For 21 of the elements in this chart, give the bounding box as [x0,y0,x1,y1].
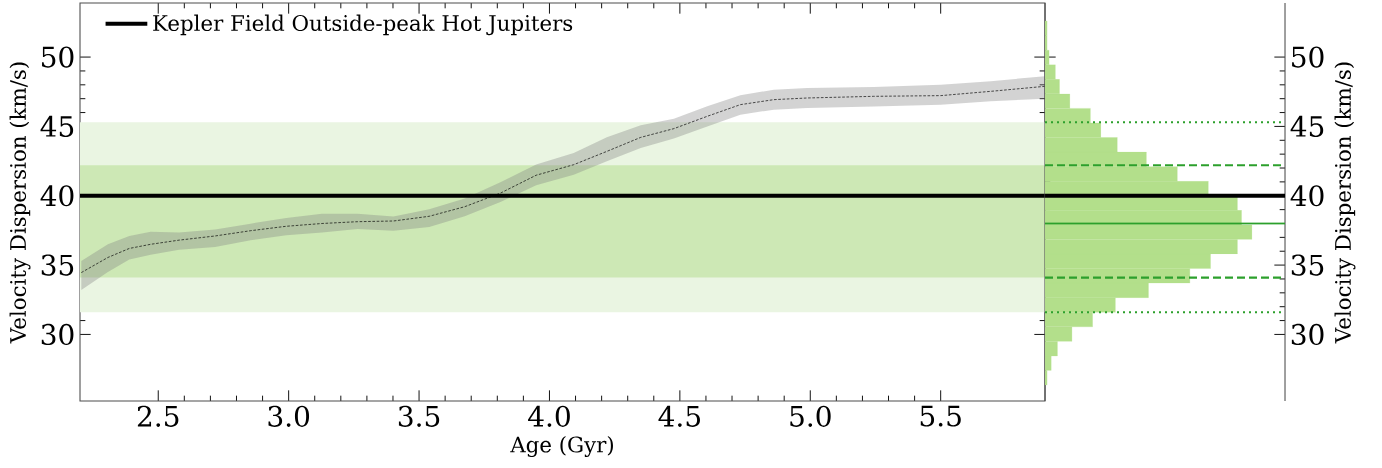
x-tick-label: 3.5 [398,405,440,427]
y-tick-label: 35 [1291,254,1324,276]
legend-label: Kepler Field Outside-peak Hot Jupiters [153,14,573,36]
y-axis-title: Velocity Dispersion (km/s) [9,62,31,344]
y-tick-label: 35 [41,254,74,276]
x-tick-label: 4.0 [528,405,570,427]
y-tick-label: 45 [40,115,74,138]
x-tick-label: 3.0 [268,405,310,427]
y-tick-label: 30 [1291,323,1324,346]
y-tick-label: 50 [1292,46,1324,68]
y-tick-label: 40 [1290,185,1324,207]
x-tick-label: 4.5 [658,405,700,427]
y-tick-label: 40 [40,185,74,207]
x-tick-label: 5.0 [790,405,831,427]
y-tick-label: 45 [1290,115,1324,138]
y-axis-title: Velocity Dispersion (km/s) [1334,62,1356,344]
y-tick-label: 30 [41,323,74,346]
x-tick-label: 2.5 [137,405,179,427]
y-tick-label: 50 [42,46,74,68]
x-tick-label: 5.5 [920,405,961,427]
x-axis-title: Age (Gyr) [510,436,613,457]
